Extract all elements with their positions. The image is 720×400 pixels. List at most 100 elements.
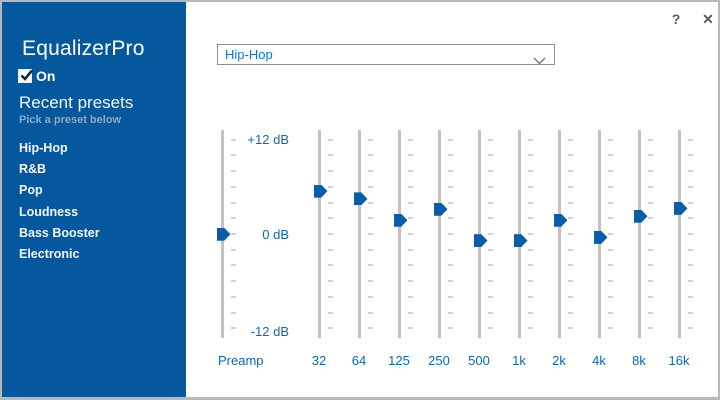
eq-band-label-64: 64 bbox=[351, 353, 367, 368]
eq-thumb-500[interactable] bbox=[473, 234, 488, 248]
scale-label-zero: 0 dB bbox=[262, 227, 289, 242]
eq-band-label-4k: 4k bbox=[592, 353, 606, 368]
eq-tick bbox=[408, 138, 413, 141]
eq-thumb-preamp[interactable] bbox=[216, 227, 231, 241]
eq-tick bbox=[528, 185, 533, 188]
power-toggle[interactable]: On bbox=[18, 68, 55, 84]
eq-thumb-8k[interactable] bbox=[633, 209, 648, 223]
eq-tick bbox=[231, 280, 236, 283]
eq-tick bbox=[328, 295, 333, 298]
eq-tick bbox=[368, 264, 373, 267]
eq-tick bbox=[408, 170, 413, 173]
eq-tick bbox=[608, 280, 613, 283]
eq-track-125[interactable] bbox=[397, 130, 401, 338]
eq-track-16k[interactable] bbox=[677, 130, 681, 338]
eq-tick bbox=[448, 201, 453, 204]
eq-track-500[interactable] bbox=[477, 130, 481, 338]
help-button[interactable]: ? bbox=[671, 11, 681, 27]
close-button[interactable]: ✕ bbox=[702, 11, 714, 27]
eq-track-32[interactable] bbox=[317, 130, 321, 338]
eq-track-8k[interactable] bbox=[637, 130, 641, 338]
app-title: EqualizerPro bbox=[22, 37, 145, 60]
eq-tick bbox=[488, 170, 493, 173]
eq-tick bbox=[328, 280, 333, 283]
eq-tick bbox=[488, 280, 493, 283]
power-checkbox[interactable] bbox=[18, 69, 34, 83]
eq-tick bbox=[368, 233, 373, 235]
sidebar: EqualizerPro On Recent presets Pick a pr… bbox=[2, 2, 186, 397]
preset-dropdown[interactable]: Hip-Hop bbox=[217, 44, 555, 65]
preset-item-hip-hop[interactable]: Hip-Hop bbox=[19, 141, 68, 155]
eq-band-label-125: 125 bbox=[388, 353, 410, 368]
eq-tick bbox=[328, 170, 333, 173]
eq-track-64[interactable] bbox=[357, 130, 361, 338]
preset-item-electronic[interactable]: Electronic bbox=[19, 246, 80, 261]
eq-tick bbox=[568, 327, 573, 330]
eq-tick bbox=[648, 327, 653, 330]
eq-tick bbox=[648, 264, 653, 267]
eq-tick bbox=[328, 154, 333, 157]
eq-tick bbox=[328, 185, 333, 188]
eq-tick bbox=[648, 201, 653, 204]
preset-list: Hip-Hop R&B Pop Loudness Bass Booster Electro… bbox=[19, 140, 100, 267]
eq-track-250[interactable] bbox=[437, 130, 441, 338]
eq-tick bbox=[568, 233, 573, 235]
eq-tick bbox=[688, 264, 693, 267]
preset-item-pop[interactable]: Pop bbox=[19, 183, 43, 198]
eq-thumb-1k[interactable] bbox=[513, 234, 528, 248]
preset-item-r-b[interactable]: R&B bbox=[19, 162, 47, 177]
eq-tick bbox=[448, 154, 453, 157]
eq-tick bbox=[408, 201, 413, 204]
eq-tick bbox=[488, 185, 493, 188]
eq-tick bbox=[368, 280, 373, 283]
eq-band-label-32: 32 bbox=[311, 353, 327, 368]
eq-tick bbox=[568, 280, 573, 283]
preset-item-loudness[interactable]: Loudness bbox=[19, 204, 79, 219]
eq-thumb-250[interactable] bbox=[433, 202, 448, 216]
eq-track-1k[interactable] bbox=[517, 130, 521, 338]
eq-tick bbox=[648, 248, 653, 251]
eq-tick bbox=[688, 138, 693, 141]
eq-tick bbox=[448, 295, 453, 298]
eq-tick bbox=[448, 311, 453, 314]
eq-thumb-2k[interactable] bbox=[553, 213, 568, 227]
eq-tick bbox=[448, 217, 453, 220]
eq-thumb-16k[interactable] bbox=[673, 201, 688, 215]
eq-tick bbox=[448, 233, 453, 235]
eq-tick bbox=[328, 138, 333, 141]
eq-band-label-16k: 16k bbox=[668, 353, 690, 368]
eq-thumb-4k[interactable] bbox=[593, 230, 608, 244]
eq-tick bbox=[408, 154, 413, 157]
preset-item-bass-booster[interactable]: Bass Booster bbox=[19, 225, 100, 240]
eq-tick bbox=[688, 311, 693, 314]
eq-tick bbox=[608, 248, 613, 251]
recent-presets-heading: Recent presets bbox=[19, 93, 134, 112]
eq-tick bbox=[608, 185, 613, 188]
eq-tick bbox=[568, 311, 573, 314]
eq-tick bbox=[528, 138, 533, 141]
eq-tick bbox=[231, 217, 236, 220]
eq-tick bbox=[648, 217, 653, 220]
eq-tick bbox=[448, 248, 453, 251]
eq-thumb-64[interactable] bbox=[353, 192, 368, 206]
eq-tick bbox=[528, 170, 533, 173]
eq-tick bbox=[608, 170, 613, 173]
eq-tick bbox=[688, 201, 693, 204]
eq-tick bbox=[408, 295, 413, 298]
eq-thumb-125[interactable] bbox=[393, 213, 408, 227]
eq-tick bbox=[328, 311, 333, 314]
eq-band-label-500: 500 bbox=[468, 353, 490, 368]
eq-tick bbox=[328, 217, 333, 220]
eq-tick bbox=[528, 327, 533, 330]
eq-tick bbox=[448, 264, 453, 267]
eq-tick bbox=[608, 201, 613, 204]
eq-tick bbox=[648, 280, 653, 283]
eq-tick bbox=[368, 248, 373, 251]
eq-track-2k[interactable] bbox=[557, 130, 561, 338]
eq-tick bbox=[488, 154, 493, 157]
eq-tick bbox=[231, 233, 236, 235]
eq-thumb-32[interactable] bbox=[313, 184, 328, 198]
eq-tick bbox=[528, 248, 533, 251]
eq-tick bbox=[408, 280, 413, 283]
